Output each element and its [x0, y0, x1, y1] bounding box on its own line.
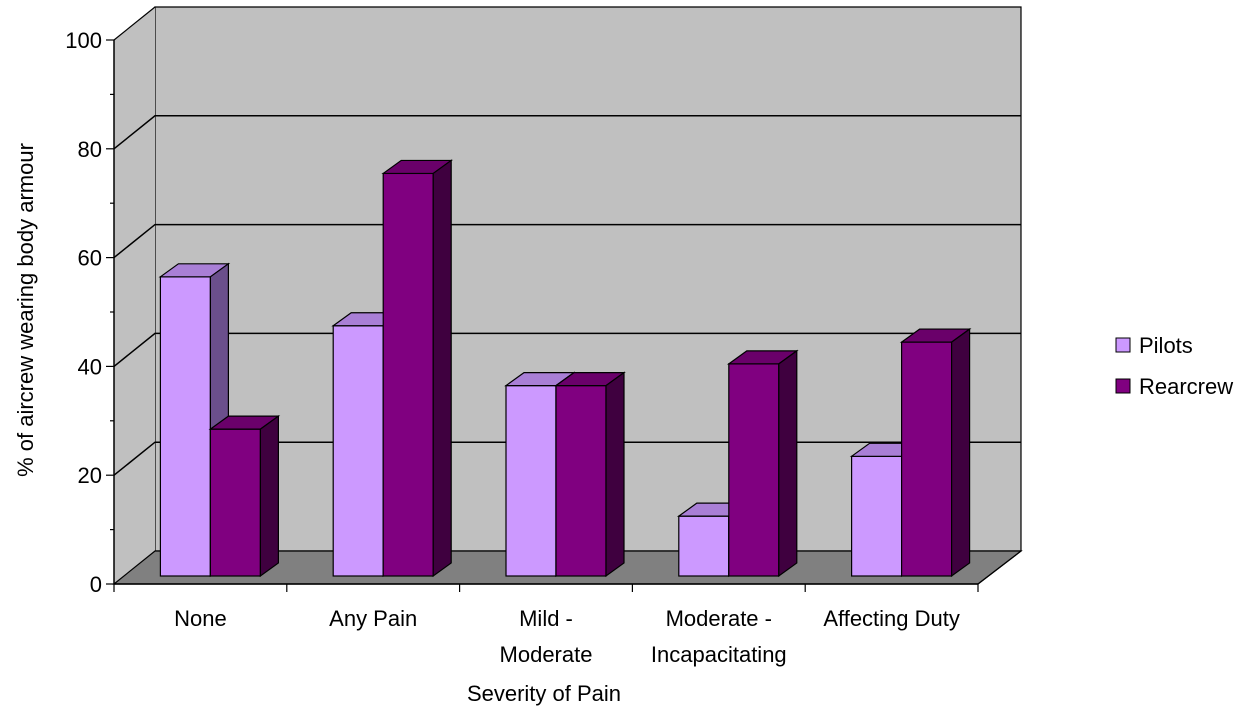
- bar-rearcrew-2: [554, 371, 626, 578]
- gridline: [113, 332, 1021, 367]
- x-category-label: Incapacitating: [651, 642, 787, 667]
- x-category-label: Any Pain: [329, 606, 417, 631]
- y-tick-label: 20: [78, 463, 102, 488]
- legend-swatch-pilots: [1115, 337, 1131, 353]
- x-axis-title: Severity of Pain: [467, 681, 621, 706]
- bar-side: [778, 349, 798, 578]
- bar-rearcrew-1: [381, 159, 454, 578]
- bar-side: [605, 371, 625, 578]
- legend-label-rearcrew: Rearcrew: [1139, 374, 1233, 399]
- y-tick-label: 80: [78, 137, 102, 162]
- bar-front: [678, 515, 730, 577]
- bar-side: [432, 159, 452, 578]
- bar-front: [900, 341, 953, 577]
- bar-pilots-0: [158, 262, 231, 578]
- bar-front: [850, 455, 903, 577]
- x-category-label: Moderate -: [666, 606, 772, 631]
- bar-front: [159, 276, 211, 577]
- bar-rearcrew-4: [899, 327, 972, 578]
- x-category-labels: None Any Pain Mild - Moderate Moderate - Inca…: [174, 606, 960, 667]
- y-tick-label: 0: [90, 572, 102, 597]
- bar-front: [332, 325, 384, 577]
- y-axis-title: % of aircrew wearing body armour: [13, 143, 38, 477]
- bar-rearcrew-3: [726, 349, 799, 578]
- x-category-label: Affecting Duty: [823, 606, 960, 631]
- y-tick-label: 60: [78, 246, 102, 271]
- bar-front: [505, 385, 557, 577]
- bar-rearcrew-0: [208, 414, 281, 578]
- gridline: [113, 115, 1021, 150]
- legend-label-pilots: Pilots: [1139, 333, 1193, 358]
- gridline: [113, 223, 1021, 259]
- y-tick-labels: 0 20 40 60 80 100: [65, 28, 102, 597]
- bar-front: [209, 428, 261, 577]
- bar-side: [259, 414, 279, 578]
- bar-side: [950, 327, 971, 578]
- bar-front: [382, 172, 434, 577]
- side-wall-top-edge: [113, 6, 156, 41]
- bars: [158, 159, 972, 578]
- side-wall: [114, 7, 155, 584]
- floor-right-edge: [977, 550, 1022, 585]
- y-tick-label: 100: [65, 28, 102, 53]
- x-category-label: Moderate: [500, 642, 593, 667]
- x-category-label: None: [174, 606, 227, 631]
- bar-front: [555, 385, 607, 577]
- bar-front: [728, 363, 780, 577]
- x-category-label: Mild -: [519, 606, 573, 631]
- legend-swatch-rearcrew: [1115, 378, 1131, 394]
- legend: Pilots Rearcrew: [1115, 333, 1233, 399]
- y-tick-label: 40: [78, 354, 102, 379]
- axes: [106, 6, 1022, 592]
